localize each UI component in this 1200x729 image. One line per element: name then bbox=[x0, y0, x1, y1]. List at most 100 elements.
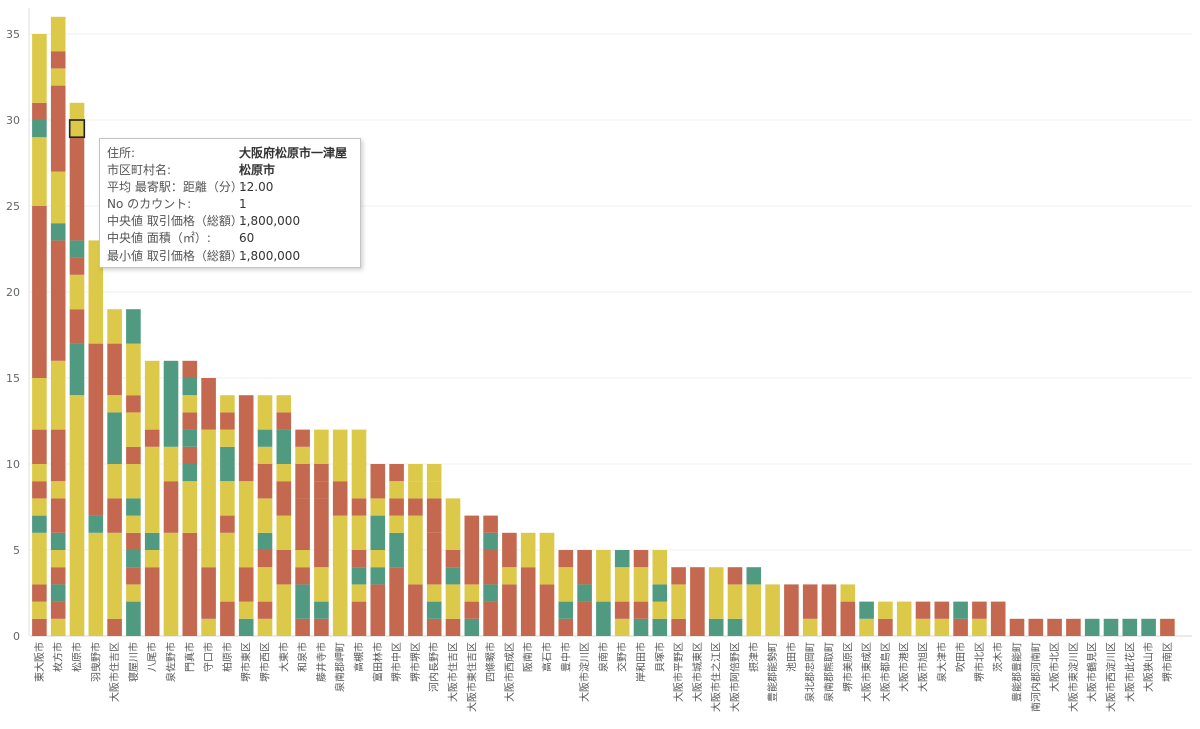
bar-segment[interactable] bbox=[426, 601, 442, 619]
bar-segment[interactable] bbox=[426, 584, 442, 602]
bar-segment[interactable] bbox=[802, 584, 818, 619]
bar-segment[interactable] bbox=[859, 601, 874, 619]
bar-segment[interactable] bbox=[295, 618, 310, 636]
bar-segment[interactable] bbox=[934, 601, 950, 619]
bar-segment[interactable] bbox=[50, 532, 66, 550]
bar-segment[interactable] bbox=[426, 464, 442, 482]
bar-segment[interactable] bbox=[652, 601, 668, 619]
bar-segment[interactable] bbox=[69, 120, 85, 241]
bar-segment[interactable] bbox=[257, 498, 273, 533]
bar-segment[interactable] bbox=[596, 550, 611, 602]
bar-segment[interactable] bbox=[389, 567, 404, 636]
bar-segment[interactable] bbox=[88, 343, 104, 516]
bar-segment[interactable] bbox=[276, 464, 292, 482]
bar-segment[interactable] bbox=[314, 618, 329, 636]
bar-segment[interactable] bbox=[50, 85, 66, 172]
bar-segment[interactable] bbox=[32, 464, 47, 482]
bar-segment[interactable] bbox=[126, 550, 141, 568]
bar-segment[interactable] bbox=[426, 481, 442, 499]
bar-segment[interactable] bbox=[389, 515, 404, 533]
bar-segment[interactable] bbox=[69, 343, 85, 396]
bar-segment[interactable] bbox=[332, 429, 348, 482]
bar-segment[interactable] bbox=[32, 532, 47, 585]
bar-segment[interactable] bbox=[257, 532, 273, 550]
bar-segment[interactable] bbox=[408, 464, 423, 482]
bar-segment[interactable] bbox=[445, 550, 461, 568]
bar-segment[interactable] bbox=[126, 395, 141, 413]
bar-segment[interactable] bbox=[276, 481, 292, 516]
selected-segment-highlight[interactable] bbox=[68, 119, 86, 139]
bar-segment[interactable] bbox=[126, 584, 141, 602]
bar-segment[interactable] bbox=[802, 618, 818, 636]
bar-segment[interactable] bbox=[502, 584, 517, 636]
bar-segment[interactable] bbox=[50, 16, 66, 52]
bar-segment[interactable] bbox=[765, 584, 780, 636]
bar-segment[interactable] bbox=[351, 584, 367, 602]
bar-segment[interactable] bbox=[107, 395, 122, 413]
bar-segment[interactable] bbox=[840, 584, 856, 602]
bar-segment[interactable] bbox=[69, 257, 85, 275]
bar-segment[interactable] bbox=[614, 550, 630, 568]
bar-segment[interactable] bbox=[144, 532, 160, 550]
bar-segment[interactable] bbox=[182, 464, 198, 482]
bar-segment[interactable] bbox=[727, 584, 743, 619]
bar-segment[interactable] bbox=[389, 498, 404, 516]
bar-segment[interactable] bbox=[934, 618, 950, 636]
bar-segment[interactable] bbox=[408, 584, 423, 636]
bar-segment[interactable] bbox=[32, 102, 47, 120]
bar-segment[interactable] bbox=[107, 498, 122, 533]
bar-segment[interactable] bbox=[257, 395, 273, 430]
bar-segment[interactable] bbox=[708, 618, 724, 636]
bar-segment[interactable] bbox=[32, 378, 47, 430]
bar-segment[interactable] bbox=[126, 532, 141, 550]
bar-segment[interactable] bbox=[671, 567, 686, 585]
bar-segment[interactable] bbox=[464, 601, 480, 619]
bar-segment[interactable] bbox=[408, 481, 423, 499]
bar-segment[interactable] bbox=[520, 532, 536, 568]
bar-segment[interactable] bbox=[50, 550, 66, 568]
bar-segment[interactable] bbox=[126, 498, 141, 516]
bar-segment[interactable] bbox=[502, 567, 517, 585]
bar-segment[interactable] bbox=[370, 550, 386, 568]
bar-segment[interactable] bbox=[445, 567, 461, 585]
bar-segment[interactable] bbox=[614, 618, 630, 636]
bar-segment[interactable] bbox=[1009, 618, 1025, 636]
bar-segment[interactable] bbox=[370, 584, 386, 636]
bar-segment[interactable] bbox=[88, 532, 104, 636]
bar-segment[interactable] bbox=[633, 601, 649, 619]
bar-segment[interactable] bbox=[182, 446, 198, 464]
bar-segment[interactable] bbox=[746, 584, 762, 636]
bar-segment[interactable] bbox=[784, 584, 799, 636]
bar-segment[interactable] bbox=[332, 481, 348, 516]
bar-segment[interactable] bbox=[257, 567, 273, 602]
bar-segment[interactable] bbox=[182, 532, 198, 636]
bar-segment[interactable] bbox=[953, 601, 968, 619]
bar-segment[interactable] bbox=[238, 618, 254, 636]
bar-segment[interactable] bbox=[144, 429, 160, 447]
bar-segment[interactable] bbox=[483, 584, 498, 602]
bar-segment[interactable] bbox=[351, 550, 367, 568]
bar-segment[interactable] bbox=[558, 601, 574, 619]
bar-segment[interactable] bbox=[220, 481, 235, 516]
bar-segment[interactable] bbox=[32, 34, 47, 103]
bar-segment[interactable] bbox=[50, 51, 66, 69]
bar-segment[interactable] bbox=[483, 601, 498, 636]
bar-segment[interactable] bbox=[295, 446, 310, 464]
bar-segment[interactable] bbox=[370, 515, 386, 550]
bar-segment[interactable] bbox=[50, 171, 66, 224]
bar-segment[interactable] bbox=[32, 206, 47, 378]
bar-segment[interactable] bbox=[276, 550, 292, 585]
bar-segment[interactable] bbox=[483, 515, 498, 533]
bar-segment[interactable] bbox=[220, 532, 235, 602]
bar-segment[interactable] bbox=[690, 567, 705, 636]
bar-segment[interactable] bbox=[238, 481, 254, 568]
bar-segment[interactable] bbox=[1141, 618, 1156, 636]
bar-segment[interactable] bbox=[1028, 618, 1044, 636]
bar-segment[interactable] bbox=[107, 412, 122, 464]
bar-segment[interactable] bbox=[332, 515, 348, 636]
bar-segment[interactable] bbox=[614, 567, 630, 602]
bar-segment[interactable] bbox=[314, 429, 329, 464]
bar-segment[interactable] bbox=[88, 515, 104, 533]
bar-segment[interactable] bbox=[107, 532, 122, 619]
bar-segment[interactable] bbox=[972, 601, 987, 619]
